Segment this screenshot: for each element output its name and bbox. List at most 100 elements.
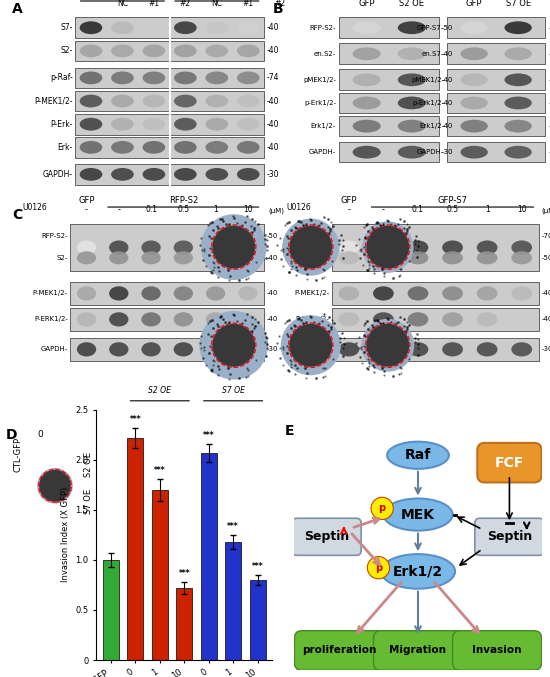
Text: 0.1: 0.1 [412,205,424,214]
Ellipse shape [280,315,341,375]
Ellipse shape [237,45,260,58]
Ellipse shape [174,168,197,181]
Ellipse shape [77,342,96,357]
Ellipse shape [77,240,96,255]
Ellipse shape [460,21,488,34]
Ellipse shape [289,324,332,367]
Ellipse shape [80,118,102,131]
Ellipse shape [111,118,134,131]
Ellipse shape [512,342,532,357]
Text: p-Raf-: p-Raf- [50,73,73,83]
Text: B: B [273,2,283,16]
FancyBboxPatch shape [75,91,264,111]
Ellipse shape [338,312,359,326]
FancyBboxPatch shape [447,116,544,137]
Text: Erk-: Erk- [58,143,73,152]
Text: -30: -30 [266,347,278,352]
Text: p-Erk1/2-: p-Erk1/2- [412,100,444,106]
Ellipse shape [206,342,225,357]
Ellipse shape [109,251,129,265]
Ellipse shape [460,120,488,133]
Ellipse shape [109,312,129,326]
Ellipse shape [477,240,498,255]
Text: ***: *** [130,414,141,424]
Ellipse shape [237,95,260,108]
Ellipse shape [398,120,426,133]
Ellipse shape [206,21,228,34]
Ellipse shape [237,21,260,34]
Text: A: A [12,2,23,16]
Ellipse shape [206,95,228,108]
Text: en.S7-: en.S7- [422,51,444,57]
Ellipse shape [338,240,359,255]
Ellipse shape [460,47,488,60]
Ellipse shape [77,312,96,326]
Text: -: - [117,205,120,214]
Ellipse shape [142,21,165,34]
Text: 1: 1 [140,435,146,443]
Ellipse shape [398,146,426,158]
Ellipse shape [111,21,134,34]
Ellipse shape [338,342,359,357]
Text: GAPDH-: GAPDH- [309,149,336,155]
Text: ***: *** [178,569,190,578]
Text: -: - [348,205,350,214]
Text: -40: -40 [442,123,453,129]
Text: -40: -40 [542,316,550,322]
FancyBboxPatch shape [292,519,361,555]
Text: S7 OE: S7 OE [222,386,245,395]
Text: GFP: GFP [78,196,95,205]
FancyBboxPatch shape [339,142,439,162]
Ellipse shape [442,251,463,265]
Ellipse shape [373,251,394,265]
Ellipse shape [460,97,488,110]
Text: -40: -40 [266,316,278,322]
Ellipse shape [460,146,488,158]
FancyBboxPatch shape [75,68,264,88]
Text: GFP: GFP [466,0,482,7]
Ellipse shape [206,118,228,131]
Text: P-ERK1/2-: P-ERK1/2- [295,316,329,322]
Text: 0.5: 0.5 [447,205,459,214]
Text: -70: -70 [542,233,550,239]
Ellipse shape [408,342,428,357]
Ellipse shape [212,225,255,269]
Text: -40: -40 [442,51,453,57]
Ellipse shape [174,342,193,357]
Ellipse shape [338,286,359,301]
Ellipse shape [373,312,394,326]
Ellipse shape [200,311,268,380]
FancyBboxPatch shape [70,282,264,305]
FancyBboxPatch shape [332,338,539,361]
Text: GFP-S7: GFP-S7 [438,196,468,205]
Text: MEK: MEK [401,508,435,521]
Ellipse shape [80,21,102,34]
Ellipse shape [387,441,449,469]
Ellipse shape [512,312,532,326]
FancyBboxPatch shape [447,18,544,38]
FancyBboxPatch shape [339,18,439,38]
Ellipse shape [206,168,228,181]
Ellipse shape [142,168,165,181]
Ellipse shape [201,214,267,280]
Ellipse shape [80,95,102,108]
Text: NC: NC [211,0,222,7]
Text: -50: -50 [266,233,278,239]
Ellipse shape [512,286,532,301]
FancyBboxPatch shape [332,282,539,305]
FancyBboxPatch shape [453,631,542,670]
Ellipse shape [141,312,161,326]
Bar [250,580,266,660]
Ellipse shape [408,240,428,255]
FancyBboxPatch shape [373,631,463,670]
Text: S2 OE: S2 OE [84,452,93,477]
Ellipse shape [504,47,532,60]
Text: D: D [6,428,17,442]
Ellipse shape [398,21,426,34]
Text: S2 OE: S2 OE [399,0,424,7]
Ellipse shape [111,141,134,154]
Text: P-ERK1/2-: P-ERK1/2- [34,316,68,322]
Ellipse shape [238,251,257,265]
FancyBboxPatch shape [70,338,264,361]
Text: -30: -30 [442,149,453,155]
